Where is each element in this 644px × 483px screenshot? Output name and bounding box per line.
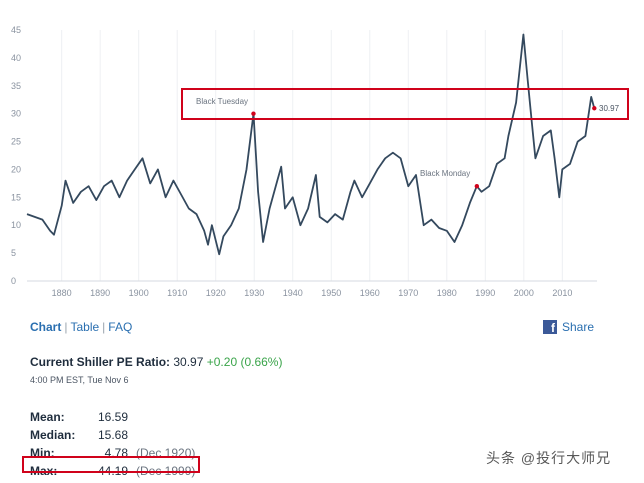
tab-separator: |: [64, 320, 68, 334]
current-ratio-title: Current Shiller PE Ratio:: [30, 355, 171, 369]
facebook-icon: f: [543, 320, 557, 334]
y-tick-label: 25: [11, 137, 21, 147]
marker-black-tuesday: [251, 111, 256, 116]
chart-grid: [27, 30, 597, 282]
y-axis-ticks: 0 5 10 15 20 25 30 35 40 45: [11, 25, 21, 286]
y-tick-label: 45: [11, 25, 21, 35]
timestamp: 4:00 PM EST, Tue Nov 6: [30, 375, 129, 385]
y-tick-label: 0: [11, 276, 16, 286]
x-axis-ticks: 1880 1890 1900 1910 1920 1930 1940 1950 1960 1970…: [52, 288, 573, 298]
y-tick-label: 15: [11, 192, 21, 202]
y-tick-label: 20: [11, 164, 21, 174]
x-tick-label: 2010: [552, 288, 572, 298]
current-ratio: Current Shiller PE Ratio: 30.97 +0.20 (0…: [30, 355, 282, 369]
stat-label: Median:: [30, 428, 76, 442]
y-tick-label: 10: [11, 220, 21, 230]
stat-value: 16.59: [97, 410, 128, 424]
current-ratio-change: +0.20 (0.66%): [206, 355, 283, 369]
x-tick-label: 1940: [283, 288, 303, 298]
highlight-box: [181, 88, 629, 120]
stat-value: 15.68: [97, 428, 128, 442]
tab-chart[interactable]: Chart: [30, 320, 62, 334]
x-tick-label: 1900: [129, 288, 149, 298]
stat-label: Mean:: [30, 410, 65, 424]
chart-tabs: Chart | Table | FAQ: [30, 320, 132, 334]
x-tick-label: 1950: [321, 288, 341, 298]
tab-table[interactable]: Table: [70, 320, 100, 334]
stat-row-mean: Mean: 16.59: [30, 408, 195, 426]
x-tick-label: 1990: [475, 288, 495, 298]
x-tick-label: 1960: [360, 288, 380, 298]
x-tick-label: 1880: [52, 288, 72, 298]
share-button[interactable]: f Share: [543, 320, 594, 334]
tab-faq[interactable]: FAQ: [108, 320, 133, 334]
x-tick-label: 1970: [398, 288, 418, 298]
x-tick-label: 1920: [206, 288, 226, 298]
annotation-black-tuesday: Black Tuesday: [196, 97, 248, 106]
y-tick-label: 30: [11, 109, 21, 119]
marker-black-monday: [474, 183, 480, 189]
marker-current: [592, 106, 597, 111]
x-tick-label: 1980: [437, 288, 457, 298]
stat-row-median: Median: 15.68: [30, 426, 195, 444]
watermark: 头条 @投行大师兄: [486, 450, 612, 466]
max-highlight-box: [22, 456, 200, 473]
x-tick-label: 1930: [244, 288, 264, 298]
x-tick-label: 1890: [90, 288, 110, 298]
x-tick-label: 2000: [514, 288, 534, 298]
y-tick-label: 5: [11, 248, 16, 258]
x-tick-label: 1910: [167, 288, 187, 298]
y-tick-label: 35: [11, 81, 21, 91]
tab-separator: |: [102, 320, 106, 334]
current-ratio-value: 30.97: [173, 355, 204, 369]
share-label: Share: [562, 320, 595, 334]
chart-markers: [251, 106, 597, 189]
end-value-label: 30.97: [599, 104, 620, 113]
series-line: [26, 33, 596, 256]
annotation-black-monday: Black Monday: [420, 169, 470, 178]
y-tick-label: 40: [11, 53, 21, 63]
